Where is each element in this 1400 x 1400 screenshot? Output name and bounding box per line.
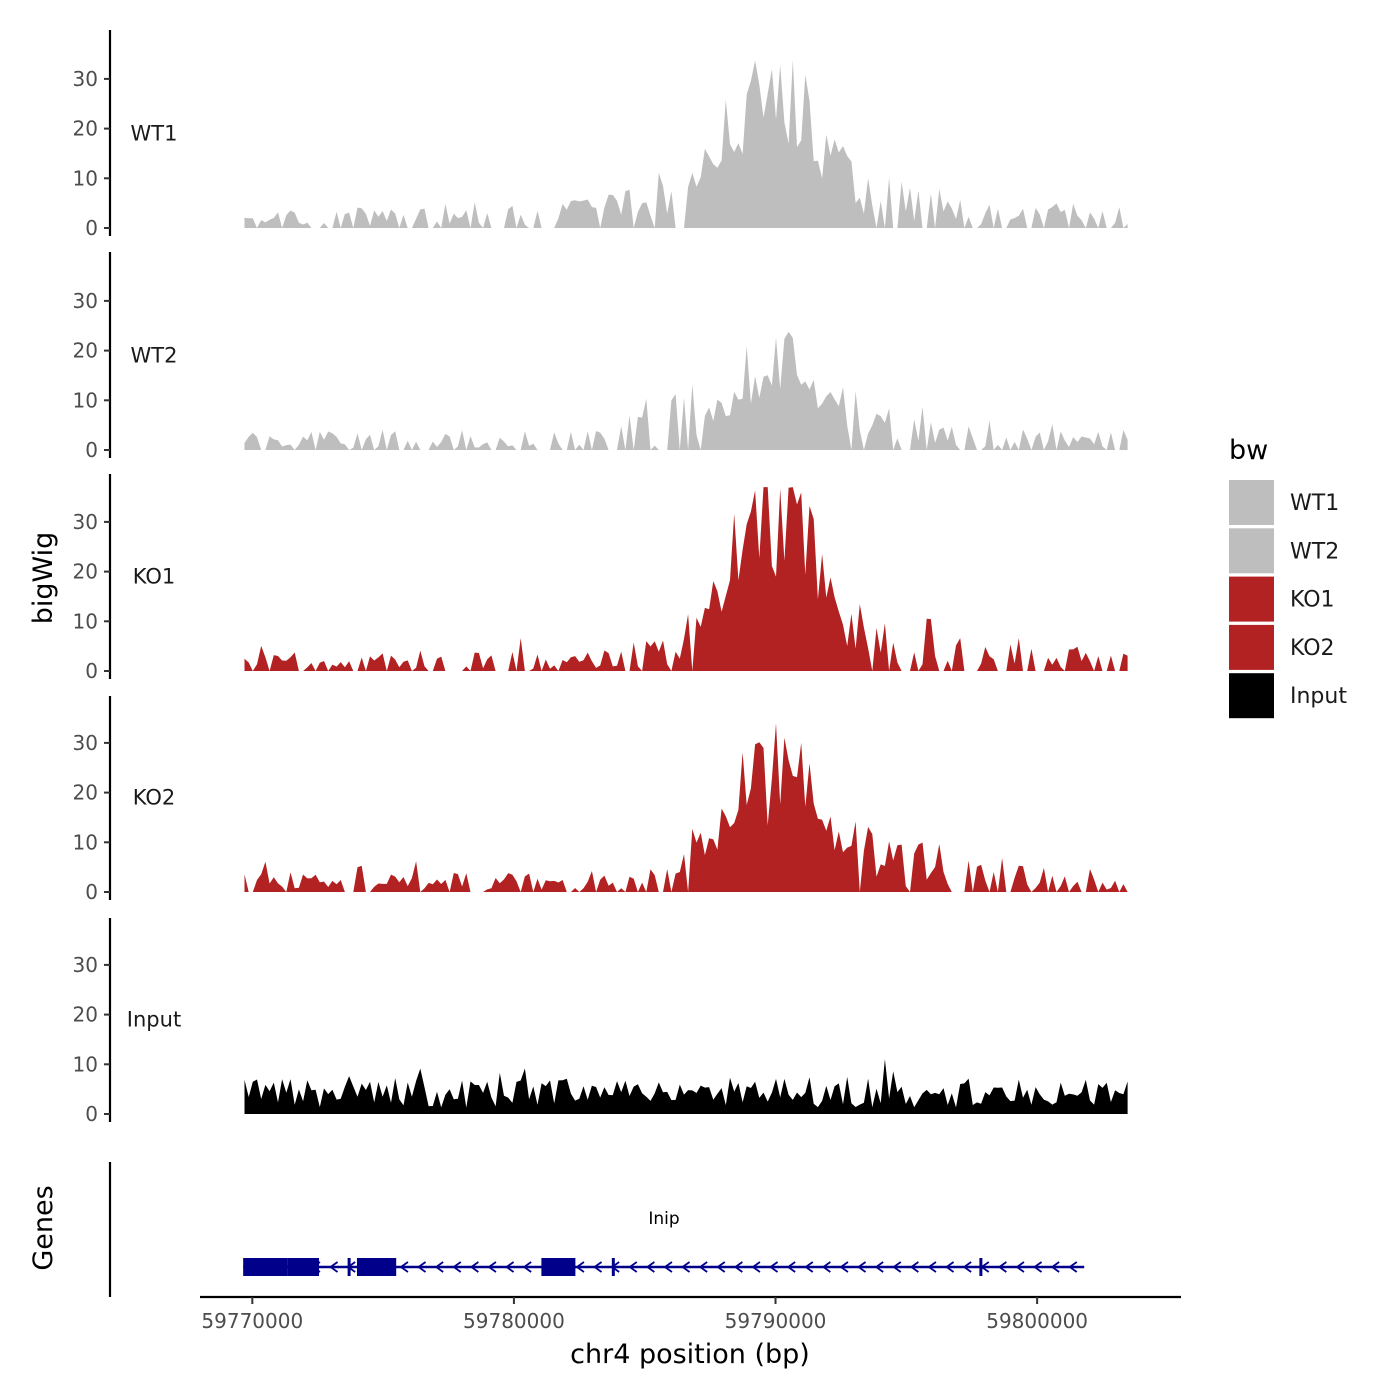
strand-arrow (909, 1261, 919, 1273)
y-tick-label: 10 (73, 166, 98, 190)
strand-arrow (593, 1261, 603, 1273)
y-tick-label: 30 (73, 731, 98, 755)
strand-arrow (663, 1261, 673, 1273)
y-axis-title: bigWig (28, 532, 59, 625)
strand-arrow (962, 1261, 972, 1273)
strand-arrow (645, 1261, 655, 1273)
gene-exon-small (347, 1258, 351, 1276)
track-label-input: Input (127, 1008, 181, 1032)
strand-arrow (487, 1261, 497, 1273)
y-tick-label: 10 (73, 609, 98, 633)
x-axis-title: chr4 position (bp) (570, 1339, 810, 1370)
legend-swatch-ko1 (1229, 576, 1274, 622)
strand-arrow (1068, 1261, 1078, 1273)
strand-arrow (1015, 1261, 1025, 1273)
legend-label-wt2: WT2 (1290, 539, 1339, 564)
strand-arrow (469, 1261, 479, 1273)
track-label-ko1: KO1 (133, 565, 176, 589)
track-label-wt1: WT1 (131, 122, 178, 146)
legend-swatch-wt1 (1229, 480, 1274, 525)
legend-label-ko2: KO2 (1290, 636, 1335, 661)
strand-arrow (628, 1261, 638, 1273)
gene-exon (243, 1258, 288, 1276)
gene-exon-small (611, 1258, 615, 1276)
y-tick-label: 30 (73, 510, 98, 534)
coverage-area-wt2 (244, 331, 1128, 450)
y-tick-label: 20 (73, 339, 98, 363)
strand-arrow (522, 1261, 532, 1273)
legend-label-input: Input (1290, 684, 1347, 709)
gene-exon (356, 1258, 397, 1276)
gene-label: Inip (648, 1209, 679, 1229)
legend-swatch-wt2 (1229, 528, 1274, 574)
strand-arrow (927, 1261, 937, 1273)
strand-arrow (733, 1261, 743, 1273)
strand-arrow (505, 1261, 515, 1273)
track-label-wt2: WT2 (131, 344, 178, 368)
strand-arrow (997, 1261, 1007, 1273)
legend-swatch-ko2 (1229, 624, 1274, 670)
strand-arrow (452, 1261, 462, 1273)
y-tick-label: 20 (73, 781, 98, 805)
coverage-area-input (244, 1059, 1128, 1114)
strand-arrow (1033, 1261, 1043, 1273)
legend-swatch-input (1229, 673, 1274, 719)
strand-arrow (857, 1261, 867, 1273)
x-tick-label: 59780000 (463, 1309, 565, 1333)
coverage-area-ko2 (244, 723, 1128, 892)
strand-arrow (399, 1261, 409, 1273)
y-tick-label: 0 (85, 216, 98, 240)
legend-label-ko1: KO1 (1290, 588, 1335, 613)
y-tick-label: 10 (73, 1052, 98, 1076)
legend-label-wt1: WT1 (1290, 491, 1339, 516)
y-tick-label: 10 (73, 388, 98, 412)
strand-arrow (751, 1261, 761, 1273)
strand-arrow (698, 1261, 708, 1273)
y-tick-label: 20 (73, 117, 98, 141)
y-tick-label: 30 (73, 953, 98, 977)
y-tick-label: 20 (73, 1003, 98, 1027)
y-tick-label: 0 (85, 1102, 98, 1126)
strand-arrow (892, 1261, 902, 1273)
strand-arrow (839, 1261, 849, 1273)
strand-arrow (945, 1261, 955, 1273)
y-tick-label: 0 (85, 659, 98, 683)
strand-arrow (1050, 1261, 1060, 1273)
x-tick-label: 59790000 (725, 1309, 827, 1333)
strand-arrow (786, 1261, 796, 1273)
strand-arrow (417, 1261, 427, 1273)
y-tick-label: 30 (73, 67, 98, 91)
coverage-area-ko1 (244, 487, 1128, 671)
x-tick-label: 59770000 (201, 1309, 303, 1333)
strand-arrow (575, 1261, 585, 1273)
y-tick-label: 30 (73, 289, 98, 313)
gene-exon (287, 1258, 320, 1276)
strand-arrow (821, 1261, 831, 1273)
x-tick-label: 59800000 (986, 1309, 1088, 1333)
coverage-area-wt1 (244, 60, 1128, 228)
legend-title: bw (1229, 435, 1268, 466)
gene-exon-small (979, 1258, 983, 1276)
strand-arrow (804, 1261, 814, 1273)
y-tick-label: 20 (73, 560, 98, 584)
strand-arrow (681, 1261, 691, 1273)
gene-exon (541, 1258, 576, 1276)
strand-arrow (874, 1261, 884, 1273)
strand-arrow (329, 1261, 339, 1273)
genes-panel-label: Genes (28, 1185, 59, 1270)
y-tick-label: 10 (73, 830, 98, 854)
y-tick-label: 0 (85, 880, 98, 904)
track-label-ko2: KO2 (133, 786, 176, 810)
strand-arrow (434, 1261, 444, 1273)
y-tick-label: 0 (85, 438, 98, 462)
strand-arrow (716, 1261, 726, 1273)
strand-arrow (769, 1261, 779, 1273)
